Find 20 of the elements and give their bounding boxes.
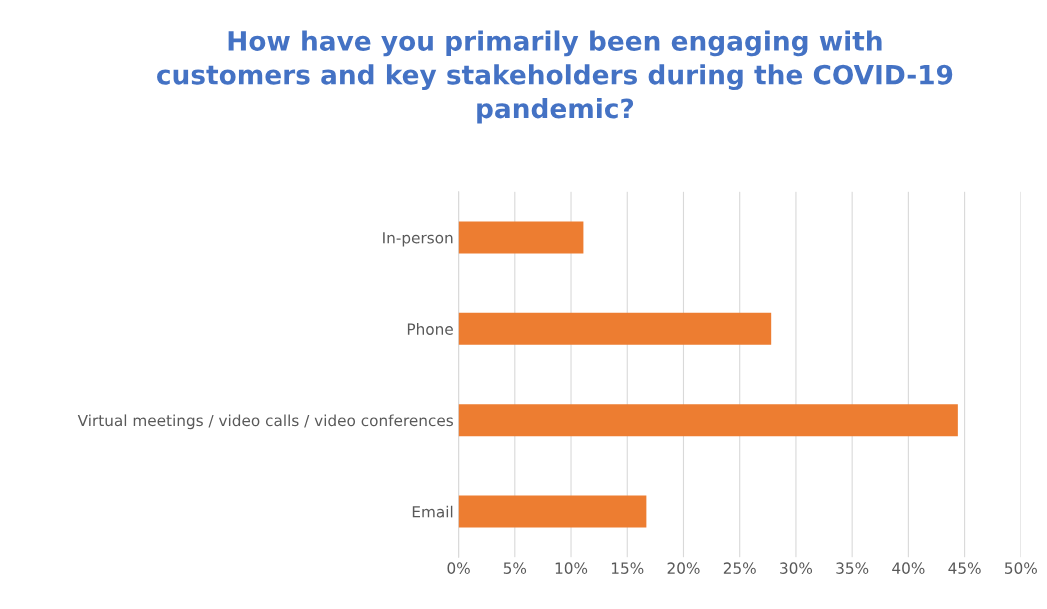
- x-tick-label: 0%: [447, 562, 470, 574]
- bar: [458, 404, 958, 437]
- bar: [458, 312, 772, 345]
- chart-title: How have you primarily been engaging with customers and key stakeholders during the COVID-19 pandemic?: [157, 30, 953, 124]
- x-tick-label: 5%: [503, 562, 527, 574]
- x-tick-label: 35%: [836, 562, 869, 574]
- y-tick-label: In-person: [383, 232, 453, 247]
- x-tick-label: 20%: [667, 562, 700, 574]
- x-tick-label: 30%: [780, 562, 813, 574]
- x-tick-label: 10%: [555, 562, 588, 574]
- y-tick-label: Email: [412, 505, 453, 518]
- x-tick-label: 50%: [1005, 562, 1037, 574]
- bar: [458, 221, 584, 254]
- bar: [458, 495, 647, 528]
- x-tick-label: 25%: [723, 562, 756, 574]
- y-tick-label: Virtual meetings / video calls / video conferences: [77, 414, 453, 430]
- x-tick-label: 45%: [948, 562, 981, 574]
- x-tick-label: 40%: [892, 562, 925, 574]
- x-tick-label: 15%: [611, 562, 644, 574]
- y-tick-label: Phone: [407, 323, 453, 335]
